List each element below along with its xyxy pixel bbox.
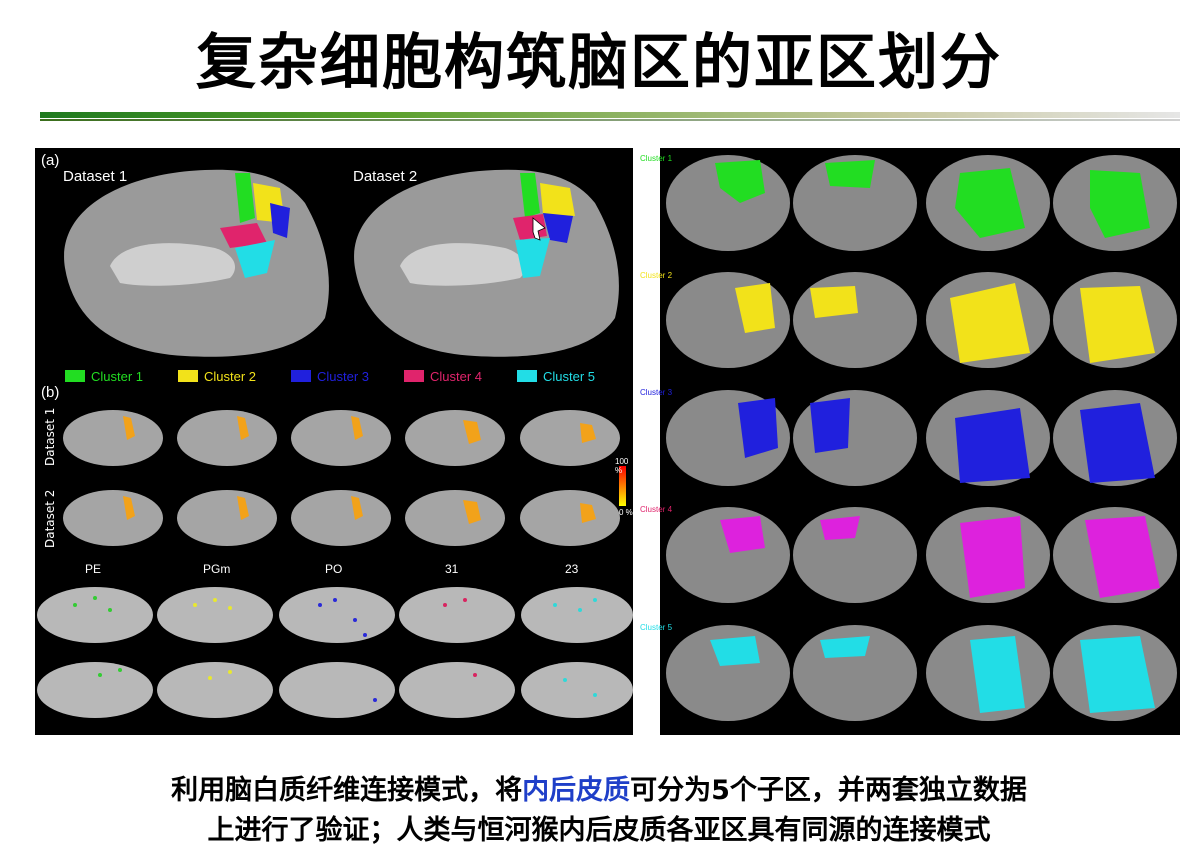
legend-cluster5: Cluster 5 — [543, 369, 596, 384]
panel-b-heat — [123, 416, 596, 524]
panel-b-row2-label: Dataset 2 — [43, 489, 57, 548]
right-cluster3-label: Cluster 3 — [640, 388, 673, 397]
monkey-region-pe: PE — [85, 562, 102, 576]
panel-a-label: (a) — [41, 152, 60, 169]
legend-swatch — [178, 370, 198, 382]
monkey-region-31: 31 — [445, 562, 459, 576]
right-cluster2-label: Cluster 2 — [640, 271, 673, 280]
connectivity-brains — [666, 155, 1177, 721]
monkey-region-23: 23 — [565, 562, 579, 576]
dataset2-label: Dataset 2 — [353, 168, 418, 185]
caption-line1: 利用脑白质纤维连接模式，将内后皮质可分为5个子区，并两套独立数据 — [0, 768, 1198, 807]
figure-panel-connectivity: Cluster 1 Cluster 2 Cluster 3 Cluster 4 … — [640, 148, 1180, 735]
medial-brain-figures — [63, 169, 626, 546]
legend-cluster2: Cluster 2 — [204, 369, 257, 384]
scale-max-label: 100 % — [615, 457, 629, 475]
title-divider — [40, 112, 1180, 118]
right-cluster1-label: Cluster 1 — [640, 154, 673, 163]
panel-b-row1-label: Dataset 1 — [43, 407, 57, 466]
figure-panel-human: (a) Dataset 1 Dataset 2 — [35, 148, 633, 560]
figure-panel-monkey: PE PGm PO 31 23 — [35, 560, 633, 735]
legend-swatch — [65, 370, 85, 382]
monkey-brains — [37, 587, 633, 718]
legend-cluster1: Cluster 1 — [91, 369, 144, 384]
medial-brain-dataset1 — [64, 169, 329, 357]
monkey-region-po: PO — [325, 562, 343, 576]
panel-b-brains — [63, 410, 620, 546]
legend-swatch — [404, 370, 424, 382]
scale-min-label: 0 % — [619, 508, 633, 517]
mouse-cursor-icon — [532, 217, 546, 241]
dataset1-label: Dataset 1 — [63, 168, 128, 185]
caption-line1-pre: 利用脑白质纤维连接模式，将 — [171, 775, 523, 806]
heat-scale-bar — [619, 466, 626, 506]
monkey-region-pgm: PGm — [203, 562, 231, 576]
legend-swatch — [291, 370, 311, 382]
right-cluster5-label: Cluster 5 — [640, 623, 673, 632]
caption-line2: 上进行了验证；人类与恒河猴内后皮质各亚区具有同源的连接模式 — [207, 815, 991, 846]
panel-b-label: (b) — [41, 384, 60, 401]
caption-highlight: 内后皮质 — [522, 775, 631, 806]
legend-swatch — [517, 370, 537, 382]
page-title: 复杂细胞构筑脑区的亚区划分 — [196, 28, 1002, 98]
title-divider-shadow — [40, 119, 1180, 121]
medial-brain-dataset2 — [354, 169, 619, 357]
right-cluster4-label: Cluster 4 — [640, 505, 673, 514]
caption-line1-post: 可分为5个子区，并两套独立数据 — [630, 775, 1027, 806]
legend-cluster4: Cluster 4 — [430, 369, 483, 384]
legend-cluster3: Cluster 3 — [317, 369, 370, 384]
